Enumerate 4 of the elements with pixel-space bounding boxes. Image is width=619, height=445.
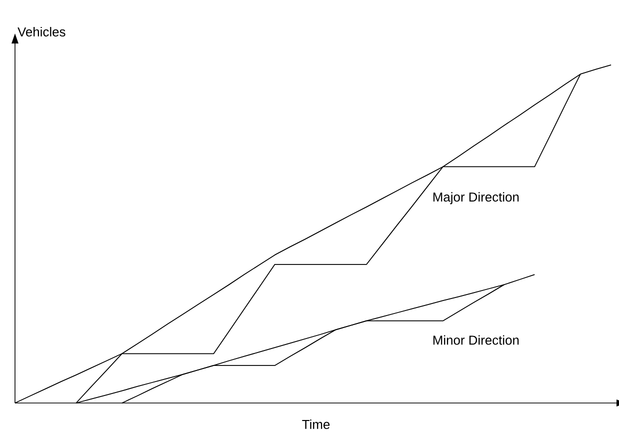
annotation: Major Direction (433, 192, 519, 204)
x-axis-title: Time (302, 420, 330, 430)
annotation: Minor Direction (433, 335, 519, 345)
y-axis-title: Vehicles (18, 26, 66, 36)
